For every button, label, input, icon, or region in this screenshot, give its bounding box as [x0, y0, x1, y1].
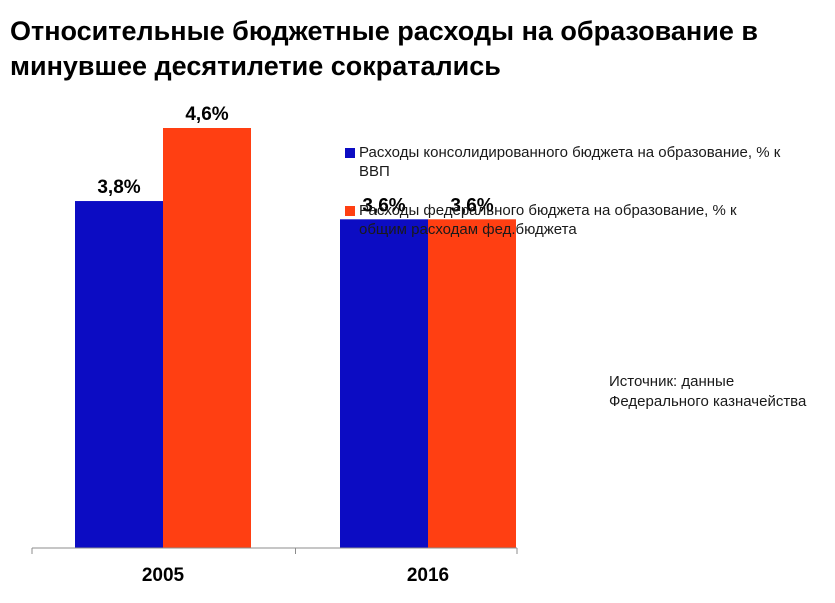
bar-2005-series-2 [163, 128, 251, 548]
bar-2005-series-1 [75, 201, 163, 549]
legend-label-federal: Расходы федерального бюджета на образова… [359, 202, 737, 238]
legend-swatch-consolidated [345, 148, 355, 158]
x-tick-label-2016: 2016 [407, 565, 449, 586]
source-note: Источник: данные Федерального казначейст… [609, 373, 807, 410]
x-axis: 2005 2016 [31, 547, 518, 586]
chart-title: Относительные бюджетные расходы на образ… [10, 16, 758, 81]
value-label-2005-series-1: 3,8% [97, 177, 140, 198]
bar-2016-series-1 [340, 219, 428, 548]
value-label-2005-series-2: 4,6% [185, 104, 228, 125]
legend-item-federal: Расходы федерального бюджета на образова… [345, 201, 785, 239]
x-tick-label-2005: 2005 [142, 565, 185, 586]
legend: Расходы консолидированного бюджета на об… [345, 143, 785, 259]
value-label-2016-series-2: 3,6% [450, 195, 493, 216]
bars-layer [75, 128, 516, 549]
legend-label-consolidated: Расходы консолидированного бюджета на об… [359, 144, 781, 180]
value-label-2016-series-1: 3,6% [362, 195, 405, 216]
bar-2016-series-2 [428, 219, 516, 548]
value-labels-layer: 3,8% 4,6% 3,6% 3,6% [97, 104, 493, 216]
legend-item-consolidated: Расходы консолидированного бюджета на об… [345, 143, 785, 181]
legend-swatch-federal [345, 206, 355, 216]
